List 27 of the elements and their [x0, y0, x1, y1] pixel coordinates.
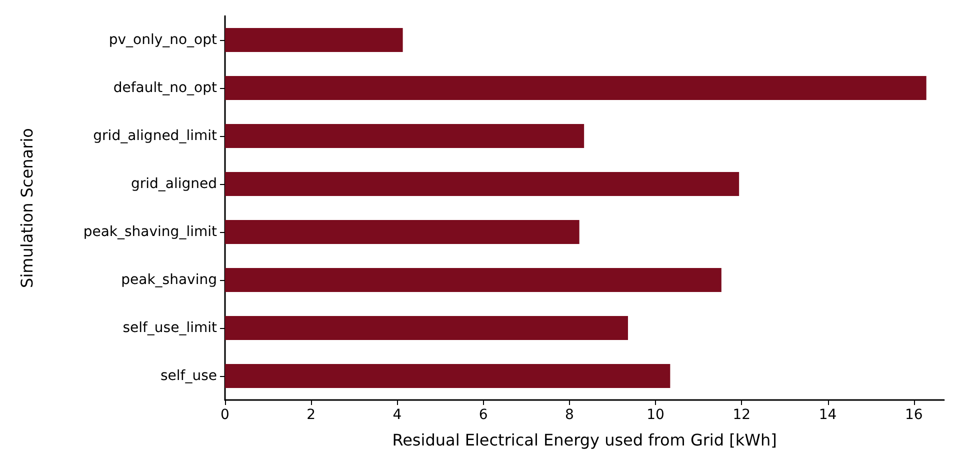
y-tick-label: self_use_limit	[122, 320, 218, 336]
y-tick-label: pv_only_no_opt	[108, 32, 218, 48]
bar	[225, 364, 670, 388]
x-tick-label: 16	[904, 407, 923, 423]
y-tick-label: self_use	[160, 368, 217, 384]
x-axis-title: Residual Electrical Energy used from Grid [kWh]	[392, 430, 777, 450]
y-tick-label: peak_shaving	[121, 272, 217, 288]
x-tick-label: 6	[478, 407, 488, 423]
y-tick-label: grid_aligned_limit	[93, 128, 218, 144]
y-axis-title: Simulation Scenario	[18, 128, 36, 288]
x-tick-label: 12	[732, 407, 751, 423]
bar	[225, 316, 628, 340]
bar	[225, 172, 740, 196]
x-tick-label: 4	[392, 407, 402, 423]
bar	[225, 268, 722, 292]
x-tick-label: 14	[818, 407, 837, 423]
bar	[225, 124, 584, 148]
bar	[225, 28, 403, 52]
x-tick-label: 2	[306, 407, 316, 423]
bar	[225, 220, 580, 244]
x-tick-label: 10	[646, 407, 664, 423]
bar	[225, 76, 926, 100]
y-tick-label: grid_aligned	[130, 176, 217, 192]
y-tick-label: default_no_opt	[113, 80, 218, 96]
y-tick-label: peak_shaving_limit	[83, 224, 218, 240]
x-tick-label: 8	[564, 407, 574, 423]
x-tick-label: 0	[220, 407, 230, 423]
